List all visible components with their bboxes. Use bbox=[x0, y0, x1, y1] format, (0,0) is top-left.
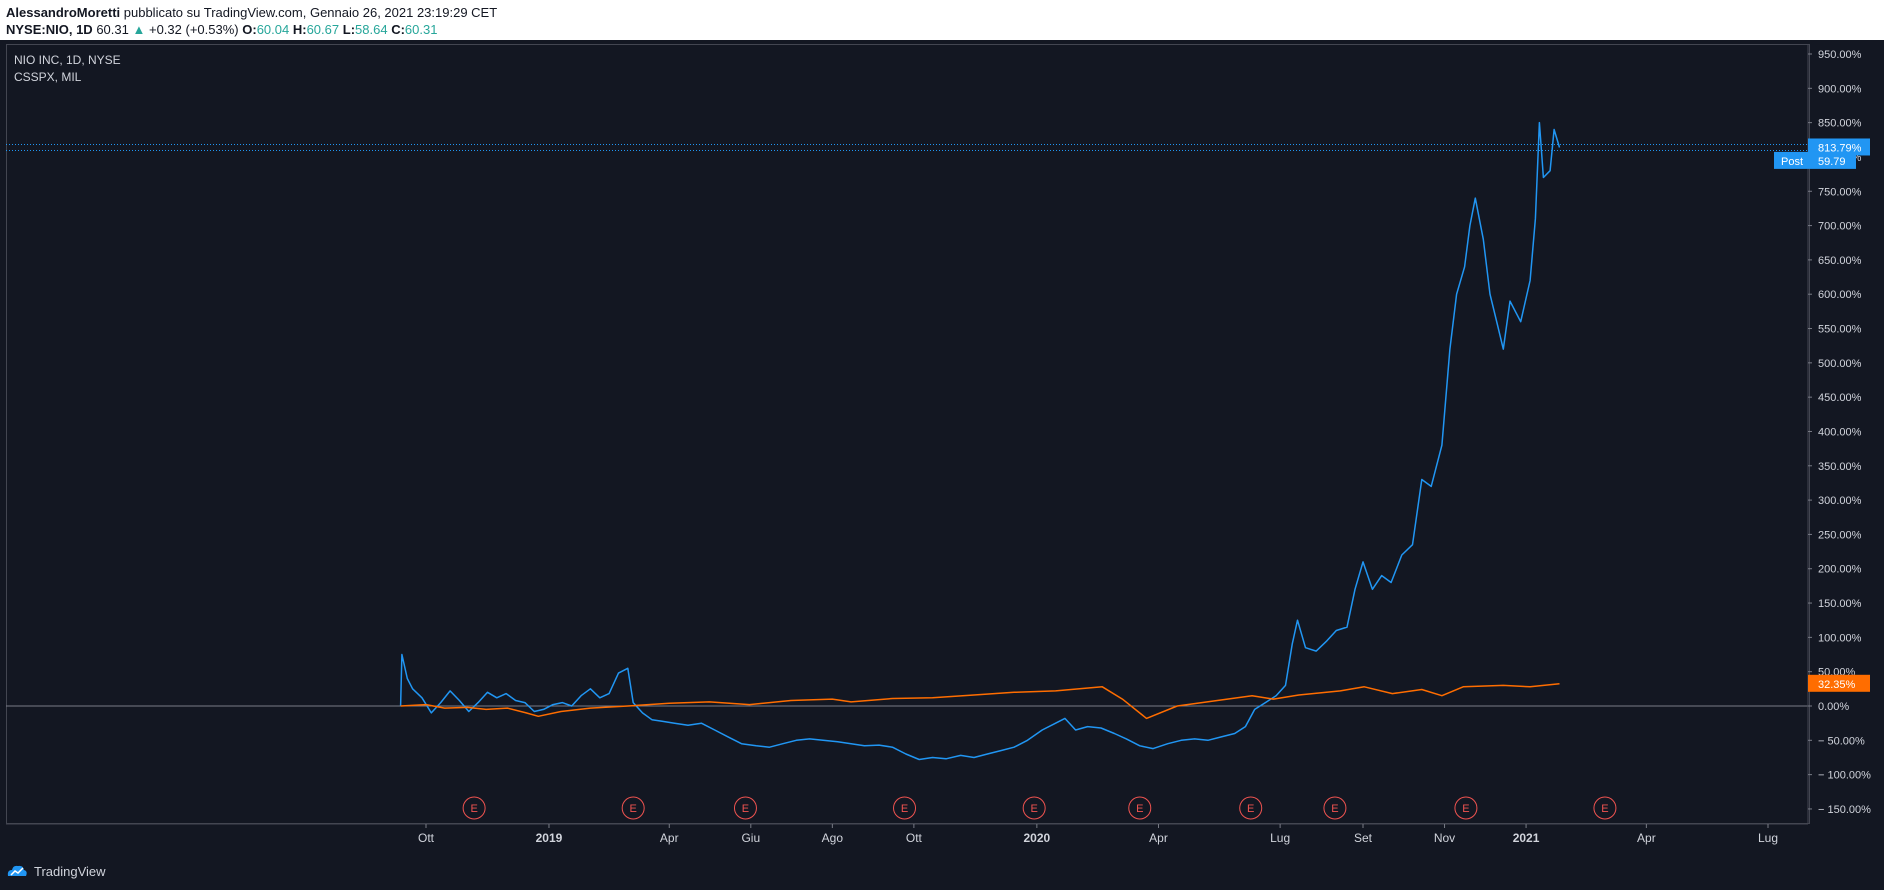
earnings-marker-circle bbox=[1022, 796, 1046, 820]
y-tick-label: 950.00% bbox=[1818, 49, 1862, 61]
nio-price-badge-label: 813.79% bbox=[1818, 142, 1862, 154]
earnings-marker-circle bbox=[621, 796, 645, 820]
x-tick-label: Ago bbox=[822, 831, 844, 845]
publish-info: AlessandroMoretti pubblicato su TradingV… bbox=[6, 5, 497, 20]
y-axis: 950.00%900.00%850.00%800.00%750.00%700.0… bbox=[1808, 49, 1871, 816]
earnings-marker-label: E bbox=[1331, 803, 1338, 815]
y-tick-label: − 100.00% bbox=[1818, 770, 1871, 782]
publish-text: pubblicato su TradingView.com, Gennaio 2… bbox=[123, 5, 498, 20]
y-tick-label: 600.00% bbox=[1818, 289, 1862, 301]
y-tick-label: 250.00% bbox=[1818, 529, 1862, 541]
earnings-marker-label: E bbox=[1031, 803, 1038, 815]
earnings-marker-circle bbox=[1323, 796, 1347, 820]
earnings-marker-label: E bbox=[1601, 803, 1608, 815]
y-tick-label: 400.00% bbox=[1818, 426, 1862, 438]
x-tick-label: Lug bbox=[1758, 831, 1778, 845]
post-price-label: 59.79 bbox=[1818, 156, 1846, 168]
up-arrow-icon: ▲ bbox=[132, 22, 146, 37]
legend-compare-series[interactable]: CSSPX, MIL bbox=[14, 70, 82, 84]
x-tick-label: Ott bbox=[418, 831, 435, 845]
y-tick-label: 350.00% bbox=[1818, 461, 1862, 473]
y-tick-label: 900.00% bbox=[1818, 83, 1862, 95]
earnings-marker-label: E bbox=[742, 803, 749, 815]
close-value: 60.31 bbox=[404, 22, 438, 37]
x-axis: Ott 2019 Apr Giu Ago Ott 2020 Apr Lug Set Nov 2021 A… bbox=[418, 824, 1778, 845]
y-tick-label: 750.00% bbox=[1818, 186, 1862, 198]
low-value: 58.64 bbox=[355, 22, 388, 37]
earnings-marker-circle bbox=[1239, 796, 1263, 820]
x-tick-label: 2021 bbox=[1513, 831, 1540, 845]
x-tick-label: Apr bbox=[1149, 831, 1168, 845]
price-change: +0.32 (+0.53%) bbox=[148, 22, 239, 37]
author-name[interactable]: AlessandroMoretti bbox=[6, 5, 121, 20]
x-tick-label: Apr bbox=[660, 831, 679, 845]
earnings-marker-label: E bbox=[470, 803, 477, 815]
close-label: C: bbox=[391, 22, 405, 37]
y-tick-label: 150.00% bbox=[1818, 598, 1862, 610]
x-tick-label: Lug bbox=[1270, 831, 1290, 845]
nio-price-badge bbox=[1808, 138, 1870, 156]
csspx-price-badge-label: 32.35% bbox=[1818, 679, 1856, 691]
csspx-price-badge bbox=[1808, 674, 1870, 692]
open-value: 60.04 bbox=[256, 22, 290, 37]
y-tick-label: 700.00% bbox=[1818, 221, 1862, 233]
y-tick-label: − 150.00% bbox=[1818, 804, 1871, 816]
post-badge bbox=[1774, 151, 1808, 169]
footer-brand[interactable]: TradingView bbox=[34, 863, 106, 879]
x-tick-label: Nov bbox=[1434, 831, 1455, 845]
x-tick-label: 2020 bbox=[1023, 831, 1050, 845]
y-tick-label: 450.00% bbox=[1818, 392, 1862, 404]
earnings-marker-label: E bbox=[1136, 803, 1143, 815]
earnings-marker-circle bbox=[1593, 796, 1617, 820]
footer: TradingView bbox=[6, 860, 106, 882]
legend-main-series[interactable]: NIO INC, 1D, NYSE bbox=[14, 53, 121, 67]
post-badge-label: Post bbox=[1781, 156, 1803, 168]
header: AlessandroMoretti pubblicato su TradingV… bbox=[0, 0, 1884, 40]
open-label: O: bbox=[242, 22, 257, 37]
y-tick-label: 200.00% bbox=[1818, 564, 1862, 576]
csspx-series-line bbox=[400, 683, 1560, 720]
ohlc-line: NYSE:NIO, 1D 60.31 ▲ +0.32 (+0.53%) O:60… bbox=[6, 22, 437, 37]
earnings-marker-circle bbox=[462, 796, 486, 820]
earnings-marker-label: E bbox=[901, 803, 908, 815]
x-tick-label: 2019 bbox=[536, 831, 563, 845]
low-label: L: bbox=[342, 22, 356, 37]
y-tick-label: 100.00% bbox=[1818, 632, 1862, 644]
last-price: 60.31 bbox=[96, 22, 129, 37]
post-price-badge bbox=[1808, 151, 1856, 169]
x-tick-label: Set bbox=[1354, 831, 1373, 845]
badge-layer: 813.79% 32.35% Post 59.79 bbox=[6, 138, 1870, 692]
legend: NIO INC, 1D, NYSE CSSPX, MIL bbox=[14, 52, 121, 86]
earnings-marker-label: E bbox=[1462, 803, 1469, 815]
y-tick-label: 500.00% bbox=[1818, 358, 1862, 370]
x-tick-label: Giu bbox=[741, 831, 760, 845]
y-tick-label: 300.00% bbox=[1818, 495, 1862, 507]
nio-series-line bbox=[399, 121, 1561, 761]
y-tick-label: 0.00% bbox=[1818, 701, 1849, 713]
tradingview-logo-icon bbox=[7, 865, 27, 876]
series-layer bbox=[399, 121, 1561, 761]
grid-layer bbox=[6, 44, 1809, 825]
earnings-marker-circle bbox=[1128, 796, 1152, 820]
y-tick-label: − 50.00% bbox=[1818, 735, 1865, 747]
earnings-marker-circle bbox=[893, 796, 917, 820]
y-tick-label: 850.00% bbox=[1818, 118, 1862, 130]
x-tick-label: Ott bbox=[906, 831, 923, 845]
high-value: 60.67 bbox=[306, 22, 340, 37]
y-tick-label: 550.00% bbox=[1818, 324, 1862, 336]
earnings-marker-label: E bbox=[1247, 803, 1254, 815]
high-label: H: bbox=[292, 22, 307, 37]
earnings-marker-label: E bbox=[630, 803, 637, 815]
earnings-marker-circle bbox=[1454, 796, 1478, 820]
x-tick-label: Apr bbox=[1637, 831, 1656, 845]
earnings-marker-circle bbox=[733, 796, 757, 820]
symbol-label: NYSE:NIO, 1D bbox=[6, 22, 93, 37]
y-tick-label: 650.00% bbox=[1818, 255, 1862, 267]
